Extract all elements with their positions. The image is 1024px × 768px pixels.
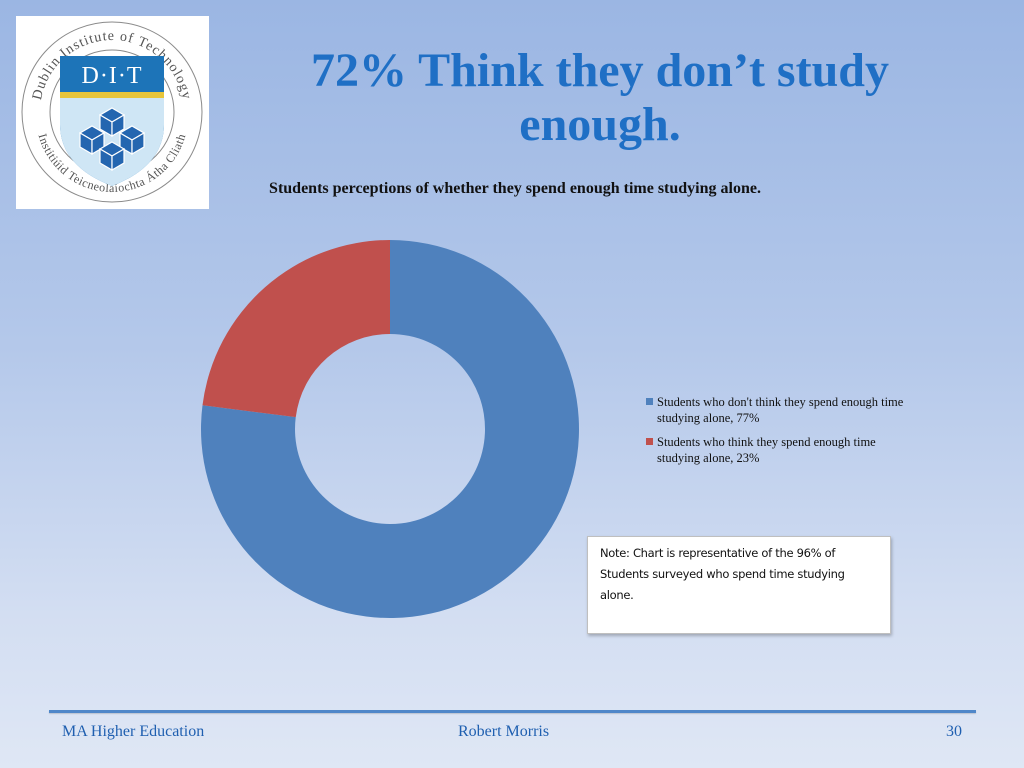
legend-item-enough: Students who think they spend enough tim… <box>644 434 904 466</box>
dit-logo-graphic: Dublin Institute of Technology Institiúi… <box>21 21 203 203</box>
dit-logo: Dublin Institute of Technology Institiúi… <box>16 16 209 209</box>
chart-title: Students perceptions of whether they spe… <box>269 180 761 197</box>
slide-title: 72% Think they don’t study enough. <box>311 44 889 151</box>
donut-slice-1 <box>202 239 390 418</box>
donut-slice-0 <box>200 240 580 618</box>
chart-legend: Students who don't think they spend enou… <box>644 394 904 474</box>
legend-swatch-blue <box>646 398 653 405</box>
footer-page-number: 30 <box>946 723 962 740</box>
logo-monogram: D·I·T <box>82 63 143 89</box>
footer-divider <box>49 710 976 713</box>
legend-label: Students who don't think they spend enou… <box>657 395 904 425</box>
cube-emblem-icon <box>78 107 146 172</box>
note-text: Note: Chart is representative of the 96%… <box>600 546 845 602</box>
legend-swatch-red <box>646 438 653 445</box>
footer-course: MA Higher Education <box>62 723 205 740</box>
note-box: Note: Chart is representative of the 96%… <box>587 536 891 634</box>
footer-author: Robert Morris <box>458 723 550 740</box>
legend-item-not-enough: Students who don't think they spend enou… <box>644 394 904 426</box>
legend-label: Students who think they spend enough tim… <box>657 435 876 465</box>
